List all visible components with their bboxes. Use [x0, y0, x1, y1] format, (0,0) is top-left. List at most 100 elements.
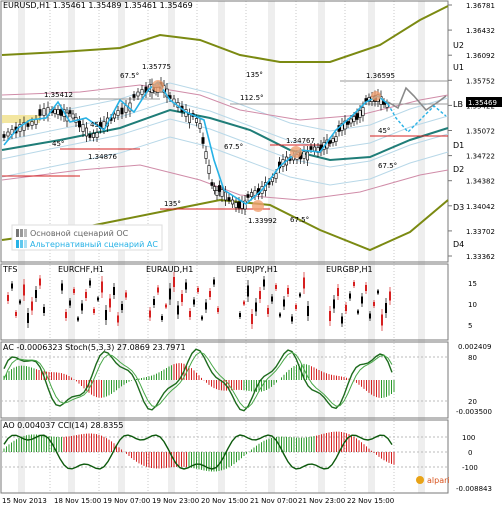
session-band — [368, 1, 375, 493]
highlight-zone — [2, 115, 40, 123]
tfs-candle-body — [121, 304, 123, 310]
time-label-3: 19 Nov 23:00 — [152, 497, 199, 505]
tfs-candle-body — [287, 288, 289, 294]
candle-body — [361, 107, 365, 116]
tfs-pair-eurchf: EURCHF,H1 — [58, 265, 104, 274]
tfs-candle-body — [193, 299, 195, 305]
tfs-candle-body — [259, 291, 261, 299]
ao-cci-panel[interactable]: AO 0.004037 CCI(14) 28.8355 100 0 -100 -… — [0, 419, 492, 494]
candle-body — [352, 116, 356, 122]
level-u2: U2 — [453, 41, 464, 50]
chart-annotation-label: 45° — [90, 121, 102, 129]
tfs-candle-body — [213, 279, 215, 285]
chart-annotation-label: 1.36595 — [366, 72, 395, 80]
tfs-candle-body — [197, 288, 199, 292]
tfs-axis-10: 10 — [468, 301, 477, 309]
candle-body — [349, 118, 353, 124]
candle-body — [188, 114, 192, 123]
time-axis: 15 Nov 2013 18 Nov 15:00 19 Nov 07:00 19… — [2, 497, 394, 505]
tfs-candle-body — [35, 290, 37, 298]
candle-body — [309, 146, 313, 150]
chart-annotation-label: 112.5° — [240, 94, 264, 102]
candle-body — [59, 109, 63, 116]
tfs-candle-body — [357, 310, 359, 314]
tfs-candle-body — [271, 296, 273, 302]
chart-annotation-label: 45° — [378, 127, 390, 135]
ao-cci-label: AO 0.004037 CCI(14) 28.8355 — [3, 421, 123, 430]
tfs-candle-body — [295, 305, 297, 309]
tfs-candle-body — [217, 308, 219, 312]
level-labels: U2 U1 LB D1 D2 D3 D4 — [453, 41, 464, 249]
level-u1: U1 — [453, 63, 464, 72]
tfs-candle-body — [23, 284, 25, 296]
tfs-panel[interactable]: TFS EURCHF,H1 EURAUD,H1 EURJPY,H1 EURGBP… — [0, 263, 477, 341]
candle-body — [302, 151, 306, 159]
ac-stoch-panel[interactable]: AC -0.0006323 Stoch(5,3,3) 27.0869 23.79… — [0, 341, 492, 419]
alpari-logo: alpari — [416, 476, 450, 485]
price-axis-label: 1.33702 — [466, 228, 495, 236]
symbol-header: EURUSD,H1 1.35461 1.35489 1.35461 1.3546… — [3, 1, 193, 10]
price-axis-label: 1.35072 — [466, 128, 495, 136]
candle-body — [116, 110, 120, 116]
chart-annotation-label: 45° — [52, 140, 64, 148]
candle-body — [220, 189, 224, 197]
chart-annotation-label: 1.34876 — [88, 153, 117, 161]
tfs-axis-5: 5 — [468, 322, 472, 330]
candle-body — [42, 108, 46, 116]
tfs-candle-body — [189, 311, 191, 317]
tfs-candle-body — [97, 297, 99, 301]
candle-body — [136, 91, 140, 97]
tfs-candle-body — [333, 299, 335, 309]
alt-scenario-wave — [3, 80, 389, 205]
chart-annotation-label: 67.5° — [120, 72, 139, 80]
ao-axis-m100: -100 — [462, 464, 478, 472]
candle-body — [88, 134, 92, 138]
blue-envelope-line — [1, 82, 449, 132]
main-scenario-label: Основной сценарий ОС — [30, 229, 129, 238]
chart-annotations: 1.3577567.5°1.3541245°45°1.3487667.5°1.3… — [44, 63, 397, 225]
ac-axis-80: 80 — [468, 354, 477, 362]
candle-body — [132, 94, 136, 98]
cci-path — [3, 434, 393, 470]
candle-body — [2, 134, 6, 138]
tfs-axis-15: 15 — [468, 280, 477, 288]
candle-body — [140, 89, 144, 95]
current-price-tag: 1.35469 — [466, 97, 502, 107]
candle-body — [207, 165, 211, 174]
pivot-marker — [371, 91, 381, 101]
chart-annotation-label: 135° — [164, 200, 181, 208]
candle-body — [243, 200, 247, 210]
level-lb: LB — [453, 100, 463, 109]
tfs-candle-body — [181, 294, 183, 302]
candle-body — [113, 113, 117, 119]
tfs-candle-body — [373, 302, 375, 306]
candle-body — [85, 127, 89, 137]
candle-body — [34, 119, 38, 125]
tfs-candle-body — [361, 296, 363, 304]
tfs-candle-body — [105, 310, 107, 320]
tfs-candle-body — [353, 282, 355, 286]
tfs-candle-body — [239, 313, 241, 317]
session-band — [218, 1, 225, 493]
tfs-candle-body — [125, 292, 127, 298]
candle-body — [95, 132, 99, 138]
time-label-6: 21 Nov 23:00 — [298, 497, 345, 505]
candle-body — [274, 173, 278, 179]
ao-axis-min: -0.008843 — [456, 485, 492, 493]
blue-envelope-line — [1, 100, 449, 150]
level-d3: D3 — [453, 203, 464, 212]
candle-body — [213, 186, 217, 191]
candle-body — [120, 107, 124, 115]
price-axis-label: 1.33362 — [466, 253, 495, 261]
tfs-candle-body — [341, 316, 343, 324]
level-d2: D2 — [453, 165, 464, 174]
main-price-panel[interactable]: 1.3577567.5°1.3541245°45°1.3487667.5°1.3… — [0, 0, 449, 263]
tfs-candle-body — [385, 303, 387, 313]
tfs-candle-body — [117, 315, 119, 323]
pivot-marker — [252, 200, 264, 212]
tfs-candle-body — [65, 312, 67, 318]
time-label-0: 15 Nov 2013 — [2, 497, 47, 505]
tfs-candle-body — [381, 314, 383, 326]
time-label-7: 22 Nov 15:00 — [347, 497, 394, 505]
candle-body — [237, 201, 241, 209]
